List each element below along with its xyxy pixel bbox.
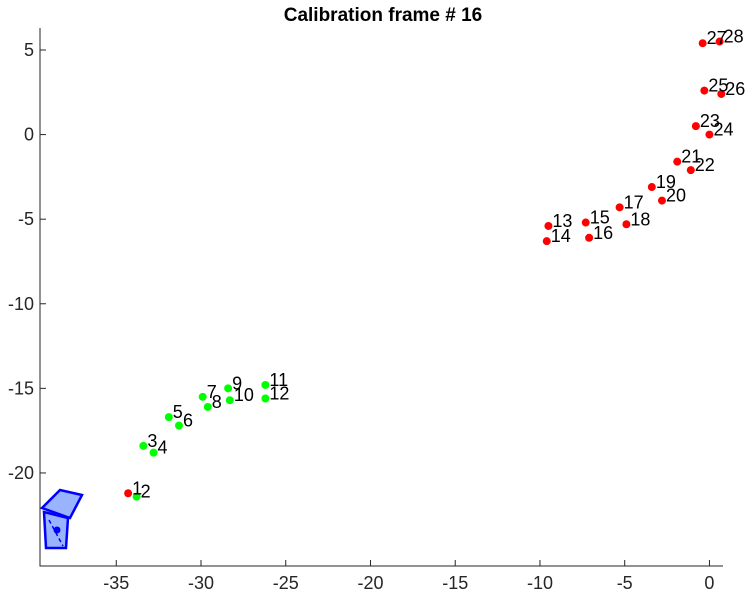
point-label: 21 — [681, 147, 701, 167]
point-label: 9 — [232, 373, 242, 393]
x-tick-label: 0 — [704, 573, 714, 593]
point-label: 4 — [158, 438, 168, 458]
axis-lines — [39, 28, 723, 567]
point-label: 6 — [183, 411, 193, 431]
data-point — [542, 237, 551, 246]
camera-body — [39, 488, 84, 520]
data-point — [615, 203, 624, 212]
data-point — [261, 380, 270, 389]
point-label: 19 — [656, 172, 676, 192]
data-point — [647, 183, 656, 192]
camera-icon — [39, 488, 84, 550]
data-point — [225, 396, 234, 405]
y-tick-label: 5 — [24, 40, 34, 60]
x-tick-label: -25 — [273, 573, 299, 593]
x-tick-label: -20 — [357, 573, 383, 593]
y-tick-label: -5 — [18, 209, 34, 229]
x-tick-label: -30 — [188, 573, 214, 593]
axes: -35 -30 -25 -20 -15 -10 -5 0 -20 -15 -10 -5 0 5 — [8, 28, 723, 593]
point-label: 20 — [666, 186, 686, 206]
y-tick-label: -15 — [8, 378, 34, 398]
data-point — [585, 233, 594, 242]
point-label: 7 — [207, 382, 217, 402]
point-label: 22 — [695, 155, 715, 175]
point-label: 3 — [147, 431, 157, 451]
point-label: 14 — [551, 226, 571, 246]
data-point — [124, 489, 133, 498]
point-label: 1 — [132, 478, 142, 498]
point-label: 16 — [593, 223, 613, 243]
data-point — [705, 130, 714, 139]
point-label: 18 — [630, 209, 650, 229]
point-label: 5 — [173, 402, 183, 422]
data-point — [673, 157, 682, 166]
data-point — [717, 89, 726, 98]
point-label: 28 — [724, 27, 744, 47]
data-point — [581, 218, 590, 227]
point-label: 8 — [212, 392, 222, 412]
point-label: 13 — [552, 211, 572, 231]
data-point — [544, 221, 553, 230]
point-label: 10 — [234, 385, 254, 405]
point-label: 26 — [725, 79, 745, 99]
point-label: 25 — [708, 76, 728, 96]
data-points — [124, 37, 726, 501]
point-label: 15 — [590, 208, 610, 228]
y-tick-label: -10 — [8, 294, 34, 314]
point-label: 11 — [269, 370, 288, 390]
data-point — [132, 492, 141, 501]
x-tick-label: -15 — [442, 573, 468, 593]
point-label: 24 — [713, 120, 733, 140]
y-tick-label: -20 — [8, 463, 34, 483]
data-point — [164, 413, 173, 422]
data-point — [700, 86, 709, 95]
data-point — [261, 394, 270, 403]
point-label: 17 — [624, 192, 644, 212]
data-point — [198, 392, 207, 401]
x-tick-label: -5 — [617, 573, 633, 593]
chart-title: Calibration frame # 16 — [284, 5, 483, 26]
point-labels: 123 45 67891011121314151617181920212223242… — [132, 27, 745, 502]
x-tick-label: -35 — [103, 573, 129, 593]
point-label: 27 — [707, 28, 727, 48]
data-point — [139, 441, 148, 450]
data-point — [691, 122, 700, 131]
data-point — [174, 421, 183, 430]
data-point — [686, 166, 695, 175]
data-point — [657, 196, 666, 205]
data-point — [224, 384, 233, 393]
data-point — [715, 37, 724, 46]
data-point — [622, 220, 631, 229]
y-tick-label: 0 — [24, 125, 34, 145]
data-point — [203, 402, 212, 411]
x-tick-label: -10 — [527, 573, 553, 593]
point-label: 23 — [700, 111, 720, 131]
data-point — [149, 448, 158, 457]
camera-center — [53, 526, 61, 534]
point-label: 12 — [269, 384, 289, 404]
data-point — [698, 39, 707, 48]
point-label: 2 — [141, 482, 151, 502]
